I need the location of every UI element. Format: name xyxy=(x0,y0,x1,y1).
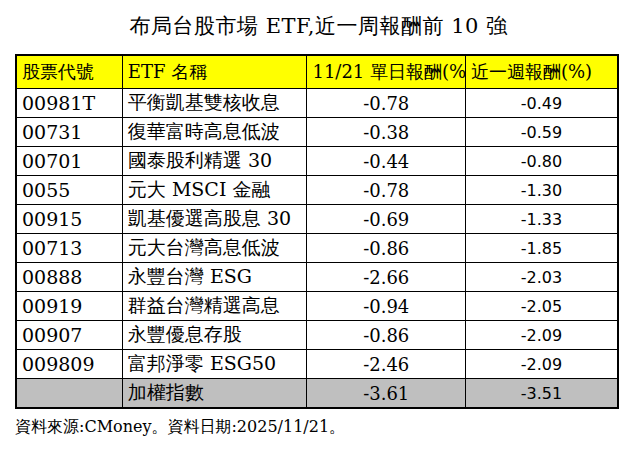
summary-week-return: -3.51 xyxy=(465,379,618,409)
etf-name: 復華富時高息低波 xyxy=(122,118,307,147)
etf-code: 00907 xyxy=(16,321,122,350)
table-row: 00919 群益台灣精選高息 -0.94 -2.05 xyxy=(16,292,618,321)
etf-name: 元大 MSCI 金融 xyxy=(122,176,307,205)
day-return: -0.38 xyxy=(307,118,466,147)
page-title: 布局台股市場 ETF,近一周報酬前 10 強 xyxy=(0,11,637,41)
table-row: 00888 永豐台灣 ESG -2.66 -2.03 xyxy=(16,263,618,292)
week-return: -1.85 xyxy=(465,234,618,263)
etf-code: 00713 xyxy=(16,234,122,263)
day-return: -0.69 xyxy=(307,205,466,234)
header-week-return: 近一週報酬(%) xyxy=(465,55,618,89)
etf-code: 00888 xyxy=(16,263,122,292)
etf-report-page: 布局台股市場 ETF,近一周報酬前 10 強 股票代號 ETF 名稱 11/21… xyxy=(0,0,637,472)
etf-name: 平衡凱基雙核收息 xyxy=(122,89,307,118)
etf-code: 009809 xyxy=(16,350,122,379)
header-stock-code: 股票代號 xyxy=(16,55,122,89)
summary-row: 加權指數 -3.61 -3.51 xyxy=(16,379,618,409)
table-row: 0055 元大 MSCI 金融 -0.78 -1.30 xyxy=(16,176,618,205)
header-day-return: 11/21 單日報酬(%) xyxy=(307,55,466,89)
etf-name: 元大台灣高息低波 xyxy=(122,234,307,263)
table-row: 00915 凱基優選高股息 30 -0.69 -1.33 xyxy=(16,205,618,234)
day-return: -0.78 xyxy=(307,89,466,118)
week-return: -2.05 xyxy=(465,292,618,321)
day-return: -0.94 xyxy=(307,292,466,321)
week-return: -1.33 xyxy=(465,205,618,234)
table-row: 00701 國泰股利精選 30 -0.44 -0.80 xyxy=(16,147,618,176)
table-row: 00713 元大台灣高息低波 -0.86 -1.85 xyxy=(16,234,618,263)
source-note: 資料來源:CMoney。資料日期:2025/11/21。 xyxy=(15,417,637,438)
week-return: -0.49 xyxy=(465,89,618,118)
day-return: -0.78 xyxy=(307,176,466,205)
etf-code: 00981T xyxy=(16,89,122,118)
day-return: -0.44 xyxy=(307,147,466,176)
header-etf-name: ETF 名稱 xyxy=(122,55,307,89)
week-return: -1.30 xyxy=(465,176,618,205)
table-row: 009809 富邦淨零 ESG50 -2.46 -2.09 xyxy=(16,350,618,379)
day-return: -2.46 xyxy=(307,350,466,379)
day-return: -0.86 xyxy=(307,234,466,263)
table-row: 00981T 平衡凱基雙核收息 -0.78 -0.49 xyxy=(16,89,618,118)
etf-code: 00915 xyxy=(16,205,122,234)
etf-name: 永豐台灣 ESG xyxy=(122,263,307,292)
etf-name: 國泰股利精選 30 xyxy=(122,147,307,176)
week-return: -0.59 xyxy=(465,118,618,147)
week-return: -0.80 xyxy=(465,147,618,176)
etf-code: 00731 xyxy=(16,118,122,147)
etf-name: 凱基優選高股息 30 xyxy=(122,205,307,234)
table-row: 00907 永豐優息存股 -0.86 -2.09 xyxy=(16,321,618,350)
week-return: -2.09 xyxy=(465,321,618,350)
header-row: 股票代號 ETF 名稱 11/21 單日報酬(%) 近一週報酬(%) xyxy=(16,55,618,89)
etf-name: 永豐優息存股 xyxy=(122,321,307,350)
summary-index-name: 加權指數 xyxy=(122,379,307,409)
week-return: -2.09 xyxy=(465,350,618,379)
week-return: -2.03 xyxy=(465,263,618,292)
etf-name: 群益台灣精選高息 xyxy=(122,292,307,321)
etf-name: 富邦淨零 ESG50 xyxy=(122,350,307,379)
etf-returns-table: 股票代號 ETF 名稱 11/21 單日報酬(%) 近一週報酬(%) 00981… xyxy=(15,54,619,409)
etf-code: 0055 xyxy=(16,176,122,205)
summary-empty-cell xyxy=(16,379,122,409)
table-row: 00731 復華富時高息低波 -0.38 -0.59 xyxy=(16,118,618,147)
etf-code: 00919 xyxy=(16,292,122,321)
day-return: -0.86 xyxy=(307,321,466,350)
day-return: -2.66 xyxy=(307,263,466,292)
summary-day-return: -3.61 xyxy=(307,379,466,409)
etf-code: 00701 xyxy=(16,147,122,176)
